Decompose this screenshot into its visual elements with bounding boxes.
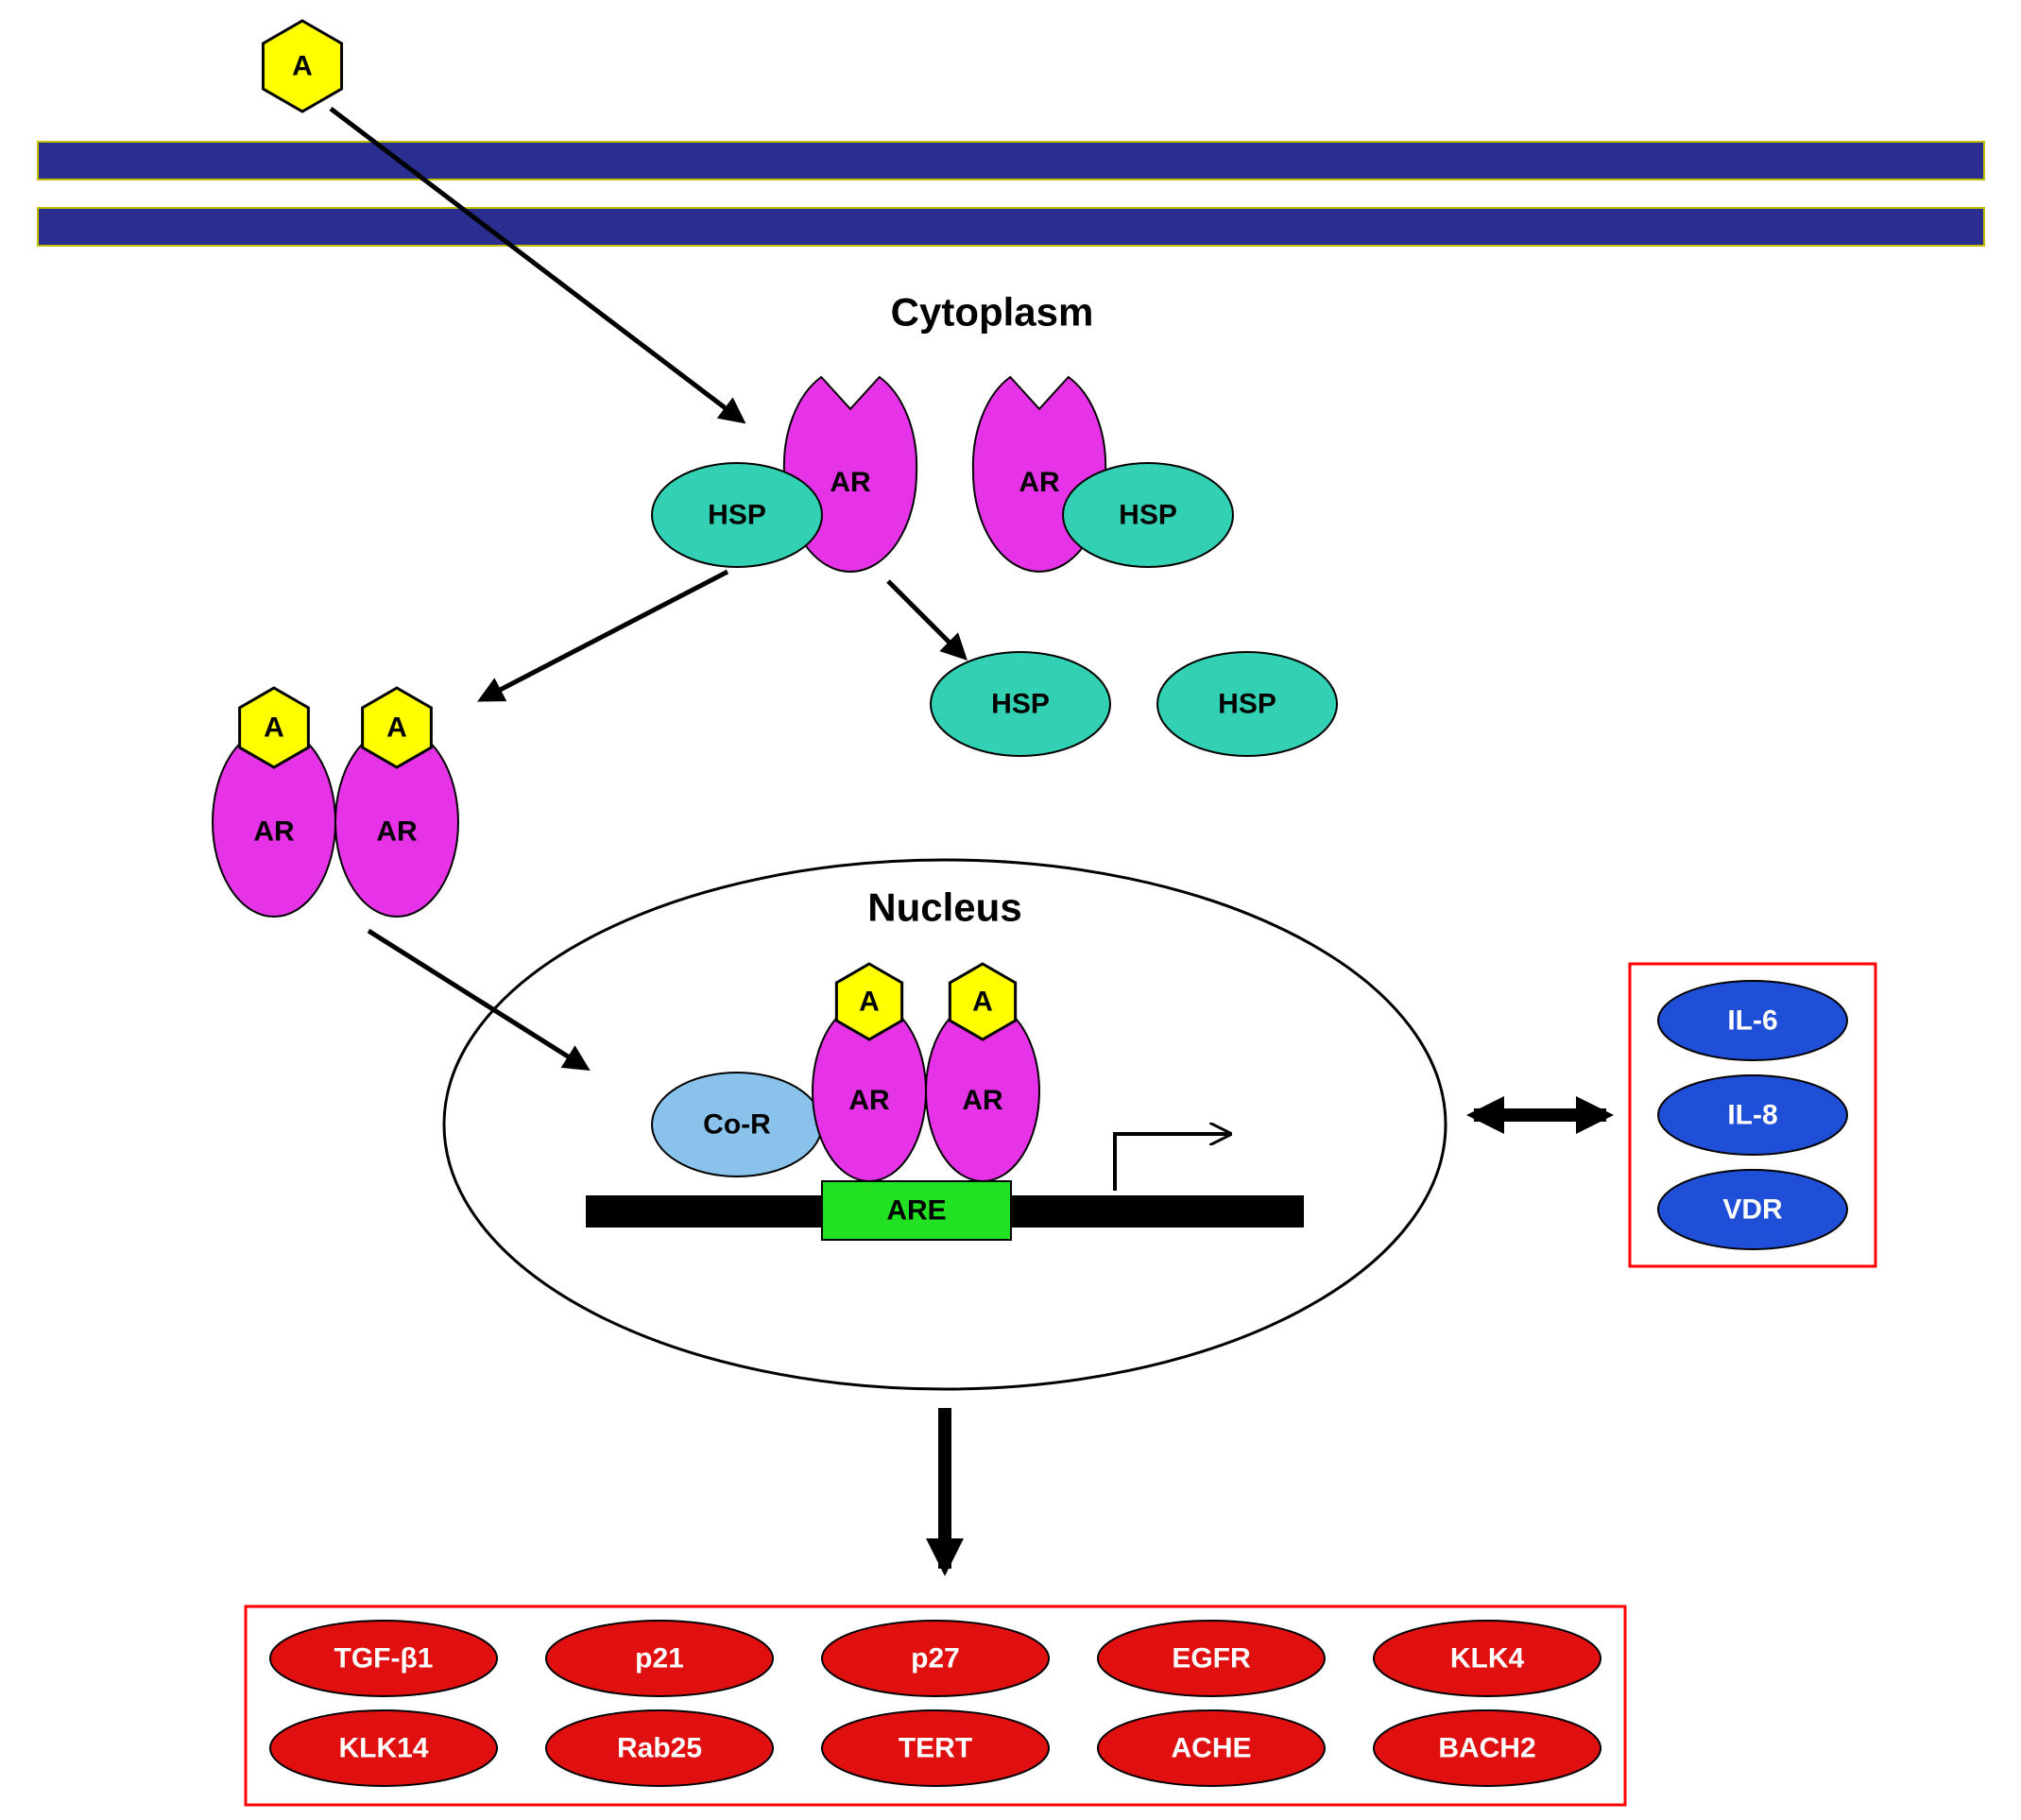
target-oval: BACH2 [1374,1710,1601,1786]
svg-text:AR: AR [253,816,295,848]
svg-text:AR: AR [848,1085,890,1116]
svg-text:Co-R: Co-R [703,1109,771,1141]
target-oval: TERT [822,1710,1049,1786]
interactor-oval: IL-6 [1658,981,1847,1060]
svg-text:A: A [264,713,284,744]
svg-text:AR: AR [962,1085,1003,1116]
target-oval: p21 [546,1621,773,1696]
svg-text:A: A [292,51,313,82]
svg-text:HSP: HSP [991,689,1050,720]
membrane-bar [38,208,1984,246]
svg-text:IL-8: IL-8 [1727,1100,1777,1131]
svg-text:AR: AR [830,467,871,498]
svg-text:KLK14: KLK14 [338,1733,428,1764]
hsp-oval: HSP [931,652,1110,756]
svg-text:Nucleus: Nucleus [867,885,1021,930]
target-oval: KLK14 [270,1710,497,1786]
target-oval: KLK4 [1374,1621,1601,1696]
svg-text:ACHE: ACHE [1171,1733,1251,1764]
svg-text:ARE: ARE [886,1195,946,1227]
svg-text:A: A [972,987,993,1018]
svg-text:AR: AR [376,816,418,848]
hsp-oval: HSP [1063,463,1233,567]
svg-text:TERT: TERT [899,1733,972,1764]
svg-text:BACH2: BACH2 [1438,1733,1535,1764]
svg-text:A: A [859,987,880,1018]
svg-text:TGF-β1: TGF-β1 [334,1643,434,1674]
svg-text:HSP: HSP [1119,500,1177,531]
svg-text:Cytoplasm: Cytoplasm [891,290,1094,335]
interactor-oval: IL-8 [1658,1075,1847,1155]
svg-text:p27: p27 [911,1643,960,1674]
transcription-arrow [1115,1134,1228,1191]
target-oval: ACHE [1098,1710,1325,1786]
target-oval: Rab25 [546,1710,773,1786]
svg-text:EGFR: EGFR [1172,1643,1251,1674]
svg-text:AR: AR [1019,467,1060,498]
hsp-oval: HSP [652,463,822,567]
svg-text:VDR: VDR [1722,1194,1783,1226]
svg-text:HSP: HSP [708,500,766,531]
hsp-oval: HSP [1157,652,1337,756]
svg-text:Rab25: Rab25 [617,1733,702,1764]
target-oval: TGF-β1 [270,1621,497,1696]
svg-text:IL-6: IL-6 [1727,1005,1777,1037]
svg-text:A: A [386,713,407,744]
membrane-bar [38,142,1984,180]
svg-text:HSP: HSP [1218,689,1276,720]
androgen-hexagon: A [263,21,341,112]
target-oval: EGFR [1098,1621,1325,1696]
interactor-oval: VDR [1658,1170,1847,1249]
target-oval: p27 [822,1621,1049,1696]
svg-text:KLK4: KLK4 [1450,1643,1525,1674]
svg-text:p21: p21 [635,1643,684,1674]
coregulator-oval: Co-R [652,1073,822,1176]
